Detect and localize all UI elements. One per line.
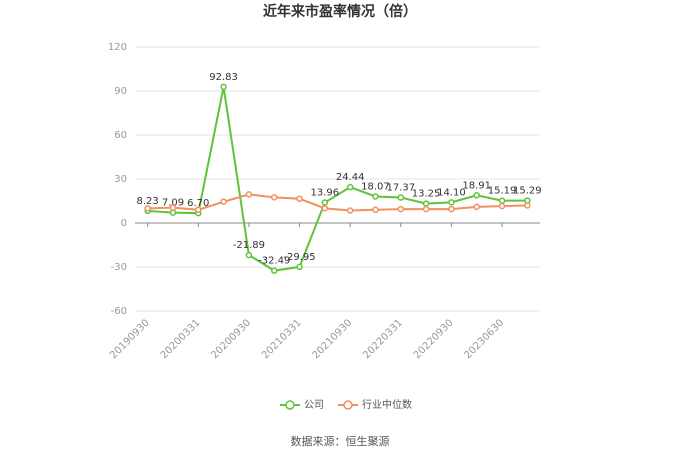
point (346, 207, 354, 214)
point (397, 205, 405, 213)
point (220, 83, 227, 91)
y-tick-label: -60 (111, 306, 127, 317)
point (144, 205, 151, 212)
series-line (147, 86, 528, 272)
point (498, 202, 506, 210)
data-label: -21.89 (233, 240, 265, 251)
data-label: 7.09 (162, 198, 184, 209)
x-tick-label: 20220331 (361, 317, 405, 361)
data-label: 8.23 (137, 196, 159, 207)
point (372, 206, 379, 214)
point (270, 194, 278, 201)
data-label: 15.29 (513, 186, 542, 197)
point (422, 200, 430, 207)
point (473, 203, 480, 211)
point (372, 193, 379, 200)
chart-title: 近年来市盈率情况（倍） (263, 3, 417, 20)
data-label: 92.83 (209, 72, 238, 83)
point (498, 197, 506, 204)
point (346, 183, 354, 191)
data-label: 13.25 (412, 189, 441, 200)
data-label: -32.49 (258, 256, 290, 267)
point (524, 202, 531, 209)
x-tick-label: 20210331 (260, 317, 304, 361)
point (245, 191, 253, 198)
legend-marker (285, 400, 295, 410)
legend-label: 行业中位数 (362, 398, 412, 411)
point (296, 195, 303, 203)
point (321, 199, 329, 206)
y-tick-label: 30 (114, 174, 127, 185)
data-label: 17.37 (386, 183, 415, 194)
data-label: -29.95 (283, 252, 315, 263)
point (169, 204, 177, 211)
point (220, 198, 227, 205)
y-tick-label: 60 (114, 130, 127, 141)
y-tick-label: 90 (114, 86, 127, 97)
series-line (147, 193, 528, 212)
legend-label: 公司 (304, 400, 324, 411)
point (397, 194, 405, 201)
data-label: 15.19 (488, 186, 517, 197)
x-tick-label: 20230630 (462, 317, 506, 361)
data-label: 14.10 (437, 187, 466, 198)
point (473, 192, 480, 199)
point (448, 205, 455, 213)
x-tick-label: 20190930 (108, 317, 152, 361)
y-tick-label: 120 (108, 42, 127, 53)
source: 数据来源：恒生聚源 (291, 434, 390, 448)
data-label: 13.96 (311, 188, 340, 199)
point (169, 209, 177, 216)
y-tick-label: 0 (121, 218, 127, 229)
point (448, 199, 455, 206)
point (321, 205, 329, 212)
legend-marker (343, 400, 353, 410)
x-tick-label: 20220930 (412, 317, 456, 361)
x-tick-label: 20210930 (311, 317, 355, 361)
data-label: 24.44 (336, 172, 365, 183)
point (270, 267, 278, 274)
point (195, 206, 202, 214)
data-label: 18.07 (361, 181, 390, 192)
data-label: 6.70 (187, 198, 209, 209)
point (296, 263, 303, 271)
x-tick-label: 20200331 (159, 317, 203, 361)
data-label: 18.91 (462, 180, 491, 191)
point (245, 251, 253, 259)
x-tick-label: 20200930 (209, 317, 253, 361)
y-tick-label: -30 (111, 262, 127, 273)
point (422, 205, 430, 213)
